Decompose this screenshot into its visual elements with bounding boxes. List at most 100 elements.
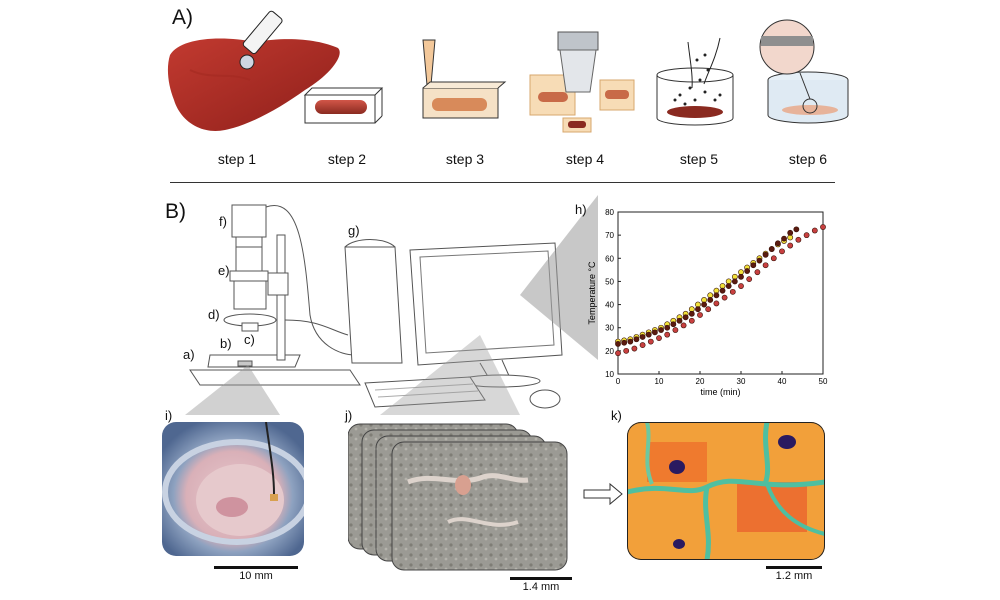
data-point-s1-4: [639, 334, 646, 340]
y-tick-label-1: 20: [605, 347, 614, 356]
x-tick-label-4: 40: [778, 377, 787, 386]
x-tick-label-3: 30: [737, 377, 746, 386]
data-point-s2-3: [639, 342, 646, 348]
scalebar-k: [766, 566, 822, 569]
data-point-s1-1: [621, 339, 628, 346]
data-point-s2-25: [820, 224, 826, 230]
data-point-s2-21: [787, 242, 794, 249]
data-point-s1-21: [744, 268, 751, 274]
label-a: a): [183, 347, 195, 362]
data-point-s1-7: [658, 327, 664, 333]
data-point-s1-6: [652, 329, 658, 336]
data-point-s1-17: [719, 287, 726, 294]
chart-y-axis-label: Temperature °C: [587, 261, 597, 325]
data-point-s1-20: [738, 273, 744, 280]
data-point-s1-3: [633, 336, 640, 343]
y-tick-label-0: 10: [605, 370, 614, 379]
data-point-s1-28: [787, 229, 794, 236]
data-point-s1-12: [688, 310, 695, 317]
data-point-s2-14: [729, 288, 736, 295]
panel-b-label: B): [165, 200, 186, 223]
y-tick-label-2: 30: [605, 324, 614, 333]
step-1-label: step 1: [217, 151, 257, 167]
step-5-label: step 5: [679, 151, 719, 167]
image-stack: [348, 423, 568, 571]
x-tick-label-2: 20: [696, 377, 705, 386]
label-b: b): [220, 336, 232, 351]
stack-frame-top: [391, 441, 568, 571]
data-point-s1-14: [701, 301, 707, 308]
data-point-s2-8: [680, 322, 687, 329]
y-tick-label-5: 60: [605, 254, 614, 263]
scalebar-j-label: 1.4 mm: [522, 581, 560, 593]
label-d: d): [208, 307, 220, 322]
label-e: e): [218, 263, 230, 278]
section-divider: [170, 182, 835, 183]
data-point-s2-17: [754, 269, 761, 276]
y-tick-label-6: 70: [605, 231, 614, 240]
data-point-s2-20: [779, 248, 785, 255]
scalebar-i: [214, 566, 298, 569]
data-point-s1-29: [793, 226, 800, 233]
slicing-icon: [529, 31, 635, 133]
probe-sample-photo: [162, 422, 304, 556]
label-g: g): [348, 223, 360, 238]
data-point-s1-15: [707, 297, 714, 303]
data-point-s2-24: [811, 227, 818, 234]
data-point-s2-19: [770, 255, 777, 262]
tissue-box-icon: [303, 87, 384, 124]
dish-icon: [759, 19, 849, 124]
x-tick-label-1: 10: [655, 377, 664, 386]
data-point-s2-16: [746, 276, 753, 283]
data-point-s1-22: [750, 262, 757, 269]
data-point-s2-11: [705, 306, 712, 313]
data-point-s2-10: [697, 312, 703, 318]
step-6-label: step 6: [788, 151, 828, 167]
data-point-s2-0: [615, 350, 621, 357]
step-3-label: step 3: [445, 151, 485, 167]
x-tick-label-5: 50: [819, 377, 828, 386]
data-point-s1-23: [756, 257, 763, 264]
data-point-s1-18: [725, 283, 732, 289]
data-point-s1-8: [664, 324, 671, 331]
thermal-heatmap: [627, 422, 825, 560]
microscope-setup-illustration: [185, 195, 598, 415]
data-point-s1-9: [670, 321, 677, 328]
probe-icon: [239, 10, 283, 70]
data-point-s2-23: [803, 232, 810, 239]
data-point-s2-2: [631, 345, 638, 352]
label-c: c): [244, 332, 255, 347]
scalebar-i-label: 10 mm: [239, 570, 273, 582]
label-i: i): [165, 408, 173, 423]
data-point-s1-19: [731, 278, 738, 285]
liver-icon: [167, 38, 340, 131]
label-f: f): [219, 214, 227, 229]
data-point-s1-27: [781, 235, 787, 242]
data-point-s2-6: [664, 331, 671, 338]
y-tick-label-7: 80: [605, 208, 614, 217]
data-point-s1-5: [645, 331, 652, 338]
data-point-s2-13: [721, 294, 728, 301]
data-point-s1-0: [615, 341, 621, 347]
data-point-s1-11: [682, 314, 689, 321]
data-point-s2-5: [656, 335, 662, 342]
data-point-s1-16: [713, 292, 720, 299]
data-point-s1-26: [774, 240, 781, 247]
label-h: h): [575, 202, 587, 217]
panel-a-label: A): [172, 6, 193, 29]
step-4-label: step 4: [565, 151, 605, 167]
data-point-s1-25: [768, 246, 775, 252]
data-point-s2-4: [647, 338, 654, 345]
label-k: k): [611, 408, 622, 423]
preparation-steps-illustration: [167, 10, 849, 133]
label-j: j): [345, 408, 353, 423]
data-point-s2-1: [623, 347, 630, 354]
x-tick-label-0: 0: [616, 377, 621, 386]
data-point-s1-2: [627, 338, 634, 345]
step-2-label: step 2: [327, 151, 367, 167]
data-point-s2-7: [672, 327, 679, 333]
data-point-s1-10: [676, 317, 683, 324]
data-point-s2-12: [713, 300, 720, 307]
chart-frame: [617, 211, 824, 375]
